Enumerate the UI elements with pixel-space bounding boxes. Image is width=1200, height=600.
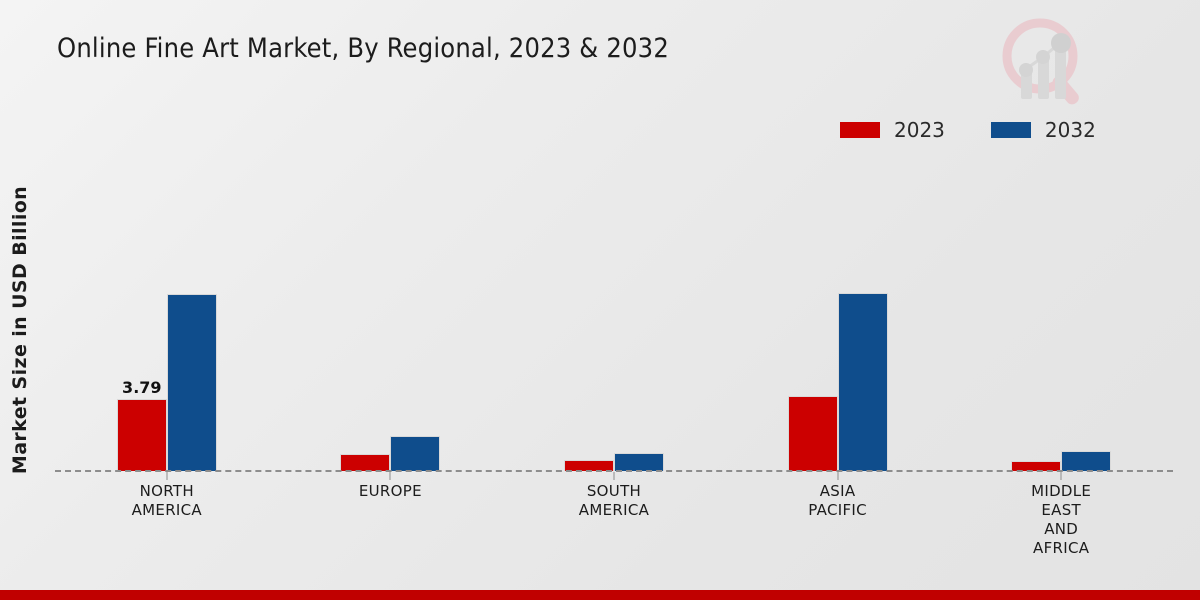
page-title: Online Fine Art Market, By Regional, 202… <box>57 33 669 64</box>
bar-value-label: 3.79 <box>122 378 162 397</box>
x-axis-tick <box>166 472 168 480</box>
bar-pair <box>787 160 888 471</box>
x-axis-label-1: NORTH AMERICA <box>55 482 279 558</box>
bar-2032[interactable] <box>613 453 664 471</box>
y-axis-title: Market Size in USD Billion <box>9 185 31 475</box>
bar-2023[interactable]: 3.79 <box>116 378 167 471</box>
x-axis-labels: NORTH AMERICA EUROPE SOUTH AMERICA ASIA PACIFI… <box>55 482 1173 558</box>
bar-pair: 3.79 <box>116 160 217 471</box>
bar-pair <box>563 160 664 471</box>
bar-groups: 3.79 <box>55 160 1173 480</box>
x-axis-label-line: MIDDLE <box>1031 482 1092 500</box>
legend-swatch-2023 <box>840 122 880 138</box>
bar-2032[interactable] <box>837 293 888 471</box>
x-axis-tick <box>837 472 839 480</box>
x-axis-label-line: SOUTH <box>586 482 642 500</box>
magnifying-glass-bar-chart-logo-icon <box>996 12 1092 112</box>
bar-2023[interactable] <box>787 396 838 471</box>
legend-swatch-2032 <box>990 122 1031 138</box>
bar-group <box>502 160 726 480</box>
x-axis-label-4: ASIA PACIFIC <box>726 482 950 558</box>
x-axis-label-line: AFRICA <box>1033 539 1090 557</box>
chart-legend: 2023 2032 <box>840 120 1096 140</box>
bar-2032[interactable] <box>1061 451 1112 471</box>
x-axis-label-line: NORTH <box>139 482 194 500</box>
bar-group <box>949 160 1173 480</box>
bar-group: 3.79 <box>55 160 279 480</box>
x-axis-baseline <box>55 470 1173 472</box>
bar-2023[interactable] <box>340 454 391 471</box>
x-axis-label-line: AMERICA <box>578 501 650 519</box>
legend-label-2023: 2023 <box>894 118 945 142</box>
x-axis-tick <box>389 472 391 480</box>
x-axis-label-line: EAST <box>1041 501 1081 519</box>
bar-2023[interactable] <box>563 460 614 471</box>
x-axis-label-line: PACIFIC <box>808 501 867 519</box>
bar-group <box>726 160 950 480</box>
bar-group <box>279 160 503 480</box>
bar-2032[interactable] <box>390 436 441 471</box>
x-axis-label-line: AMERICA <box>131 501 202 519</box>
x-axis-tick <box>1060 472 1062 480</box>
y-axis-title-container: Market Size in USD Billion <box>0 160 40 500</box>
x-axis-label-3: SOUTH AMERICA <box>502 482 726 558</box>
legend-label-2032: 2032 <box>1044 118 1096 142</box>
x-axis-label-5: MIDDLE EAST AND AFRICA <box>949 482 1173 558</box>
plot-area: 3.79 <box>55 160 1173 480</box>
bar-2023[interactable] <box>1011 461 1062 471</box>
bar-pair <box>1011 160 1112 471</box>
footer-accent-strip <box>0 590 1200 600</box>
x-axis-label-line: AND <box>1044 520 1079 538</box>
x-axis-label-2: EUROPE <box>279 482 503 558</box>
bar-2032[interactable] <box>166 294 217 471</box>
x-axis-tick <box>613 472 615 480</box>
legend-item-2023[interactable]: 2023 <box>840 120 945 140</box>
x-axis-label-line: EUROPE <box>358 482 422 500</box>
legend-item-2032[interactable]: 2032 <box>990 118 1096 142</box>
bar-pair <box>340 160 441 471</box>
x-axis-label-line: ASIA <box>819 482 856 500</box>
